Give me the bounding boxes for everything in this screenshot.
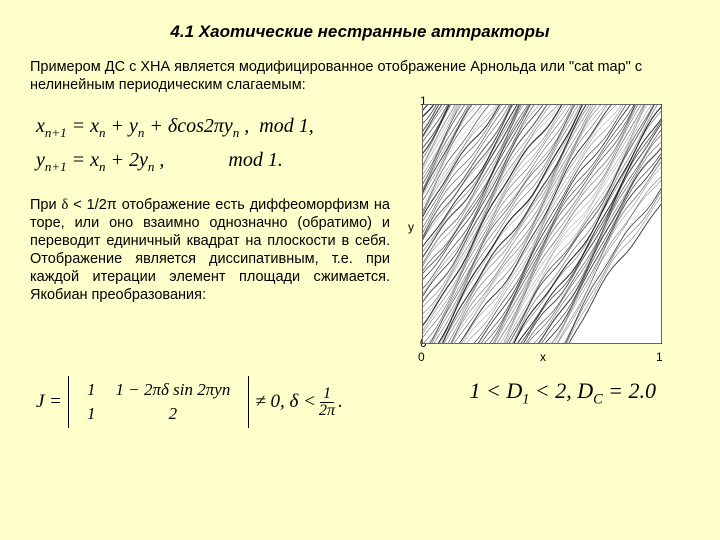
section-title: 4.1 Хаотические нестранные аттракторы	[30, 22, 690, 42]
para-pre: При	[30, 197, 62, 213]
attractor-figure: 1 y 0 0 x 1	[408, 104, 668, 344]
eq-x-sub: n+1	[45, 125, 67, 140]
body-paragraph: При δ < 1/2π отображение есть диффеоморф…	[30, 196, 390, 305]
eq-y-b: + 2y	[106, 149, 148, 171]
eq-x-lhs: x	[36, 115, 45, 137]
jac-a22: 2	[106, 402, 241, 426]
jacobian-equation: J = 11 − 2πδ sin 2πyn 12 ≠ 0, δ < 1 2π .	[36, 376, 343, 428]
eq-y-a: = x	[67, 149, 99, 171]
dim-dc-val: = 2.0	[603, 378, 656, 403]
eq-mod2: mod 1.	[228, 149, 282, 171]
eq-y-lhs: y	[36, 149, 45, 171]
dim-d1: 1 < D	[469, 378, 522, 403]
eq-x-c: + δcos2πy	[144, 115, 232, 137]
eq-y-c: ,	[154, 149, 164, 171]
dim-mid: < 2, D	[529, 378, 593, 403]
y-axis-label: y	[408, 220, 414, 234]
eq-mod1: mod 1,	[259, 115, 313, 137]
content-columns: xn+1 = xn + yn + δcos2πyn ,mod 1, yn+1 =…	[30, 104, 690, 344]
jac-J: J =	[36, 391, 62, 413]
dim-dc-sub: C	[593, 392, 603, 408]
jac-frac: 1 2π	[316, 386, 338, 419]
eq-x-b: + y	[106, 115, 138, 137]
xtick-0: 0	[418, 350, 425, 364]
jac-num: 1	[320, 386, 334, 403]
figure-frame	[422, 104, 662, 344]
jac-a21: 1	[77, 402, 106, 426]
jac-den: 2π	[316, 403, 338, 419]
para-mid: < 1/2π отображение есть диффеоморфизм на…	[30, 197, 390, 304]
eq-y-sub: n+1	[45, 159, 67, 174]
jac-a12: 1 − 2πδ sin 2πyn	[106, 378, 241, 402]
bottom-row: J = 11 − 2πδ sin 2πyn 12 ≠ 0, δ < 1 2π .…	[30, 364, 690, 428]
attractor-svg	[422, 104, 662, 344]
jac-determinant: 11 − 2πδ sin 2πyn 12	[68, 376, 249, 428]
x-axis-label: x	[540, 350, 546, 364]
eq-x-a: = x	[67, 115, 99, 137]
jac-a11: 1	[77, 378, 106, 402]
intro-text: Примером ДС с ХНА является модифицирован…	[30, 58, 690, 94]
xtick-1: 1	[656, 350, 663, 364]
jac-tail: .	[338, 391, 343, 413]
eq-x-d: ,	[239, 115, 249, 137]
left-column: xn+1 = xn + yn + δcos2πyn ,mod 1, yn+1 =…	[30, 104, 390, 304]
jac-neq: ≠ 0, δ <	[255, 391, 316, 413]
dimensions-text: 1 < D1 < 2, DC = 2.0	[469, 378, 656, 408]
map-equations: xn+1 = xn + yn + δcos2πyn ,mod 1, yn+1 =…	[36, 110, 390, 178]
